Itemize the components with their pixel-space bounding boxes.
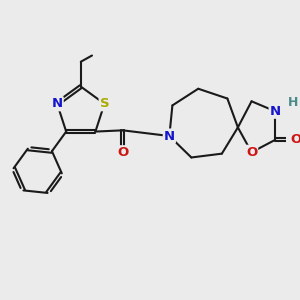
Text: S: S [100,97,109,110]
Text: H: H [287,96,298,109]
Text: O: O [246,146,257,159]
Text: N: N [164,130,175,142]
Text: O: O [291,134,300,146]
Text: N: N [52,97,63,110]
Text: N: N [270,105,281,118]
Text: O: O [117,146,128,159]
